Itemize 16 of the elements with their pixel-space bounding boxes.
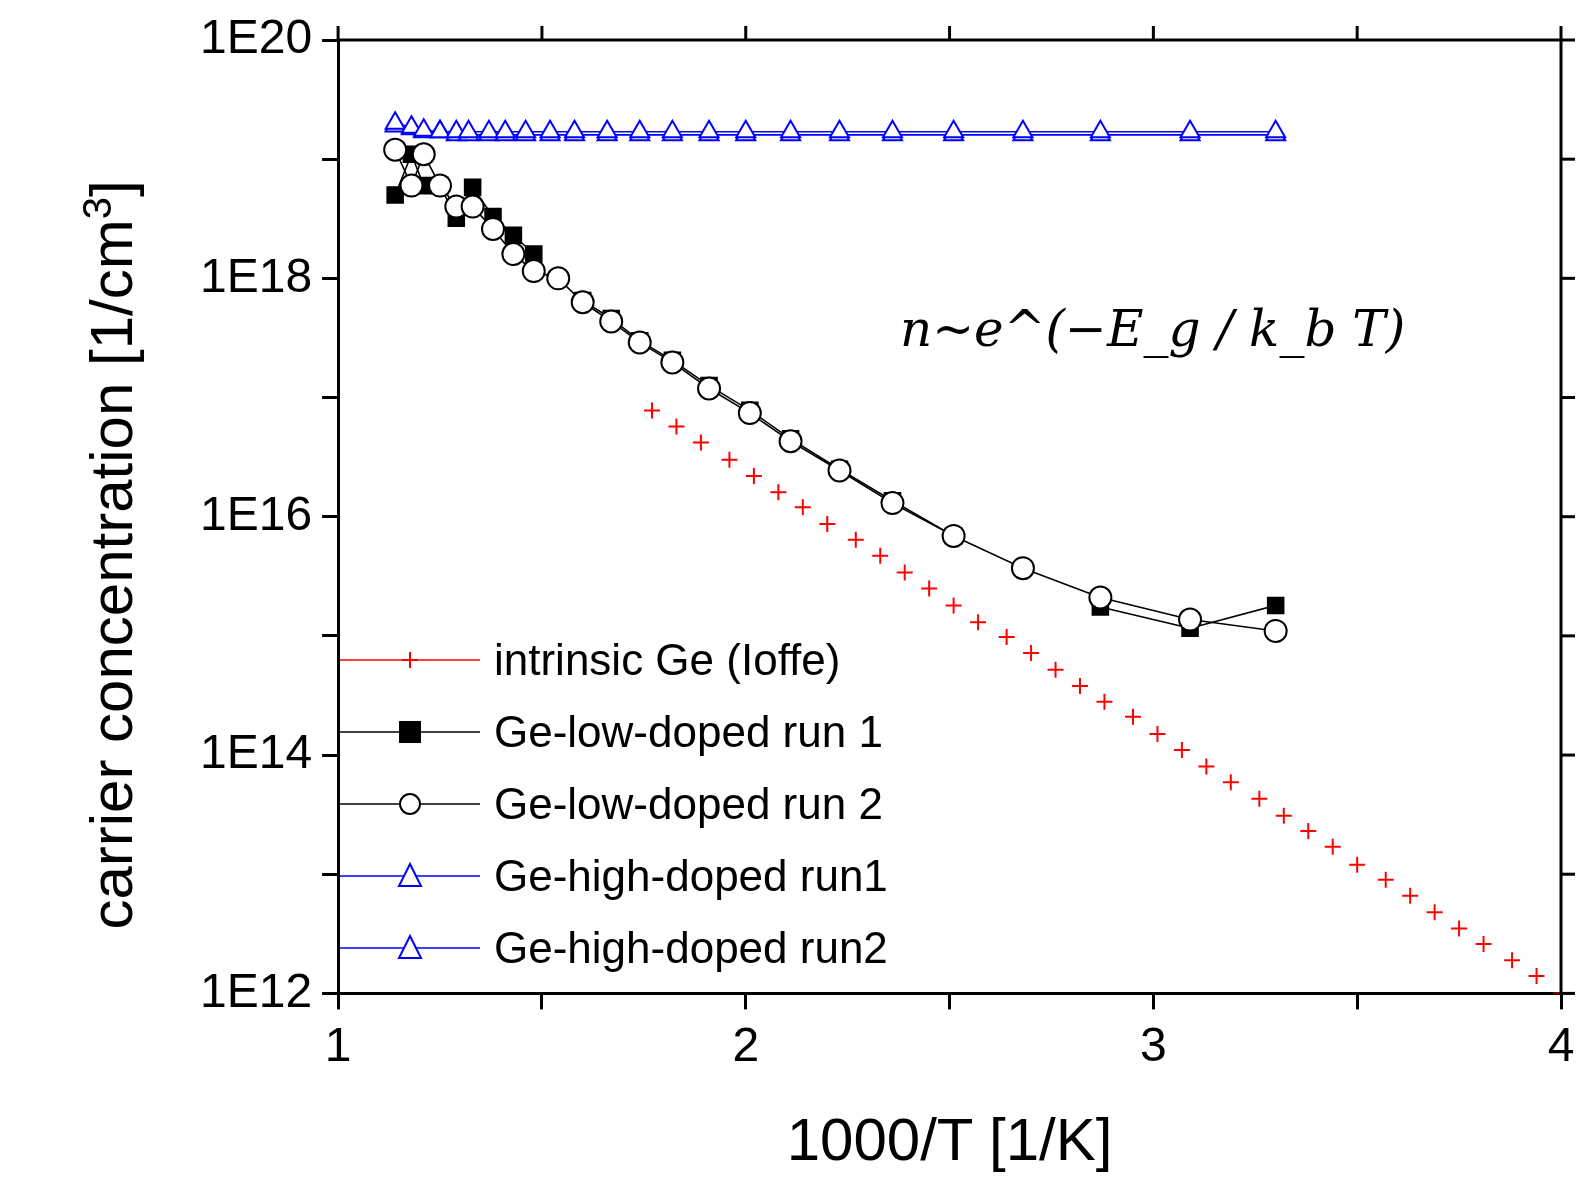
y-tick-label: 1E16 <box>199 486 313 540</box>
legend-label: Ge-low-doped run 1 <box>494 707 883 757</box>
y-tick-label: 1E18 <box>199 248 313 302</box>
x-tick-label: 3 <box>1140 1018 1167 1072</box>
legend-label: Ge-high-doped run1 <box>494 851 888 901</box>
x-tick-label: 2 <box>732 1018 760 1072</box>
annotation: n~e^(−E_g / k_b T) <box>900 300 1406 358</box>
legend-label: Ge-high-doped run2 <box>494 923 888 973</box>
y-tick-label: 1E12 <box>199 963 313 1017</box>
y-tick-label: 1E14 <box>199 725 313 779</box>
x-axis-title: 1000/T [1/K] <box>786 1105 1113 1173</box>
x-tick-label: 1 <box>324 1018 352 1072</box>
x-tick-label: 4 <box>1547 1018 1575 1072</box>
legend-label: intrinsic Ge (Ioffe) <box>494 635 841 685</box>
legend-label: Ge-low-doped run 2 <box>494 779 883 829</box>
y-tick-label: 1E20 <box>199 10 313 64</box>
